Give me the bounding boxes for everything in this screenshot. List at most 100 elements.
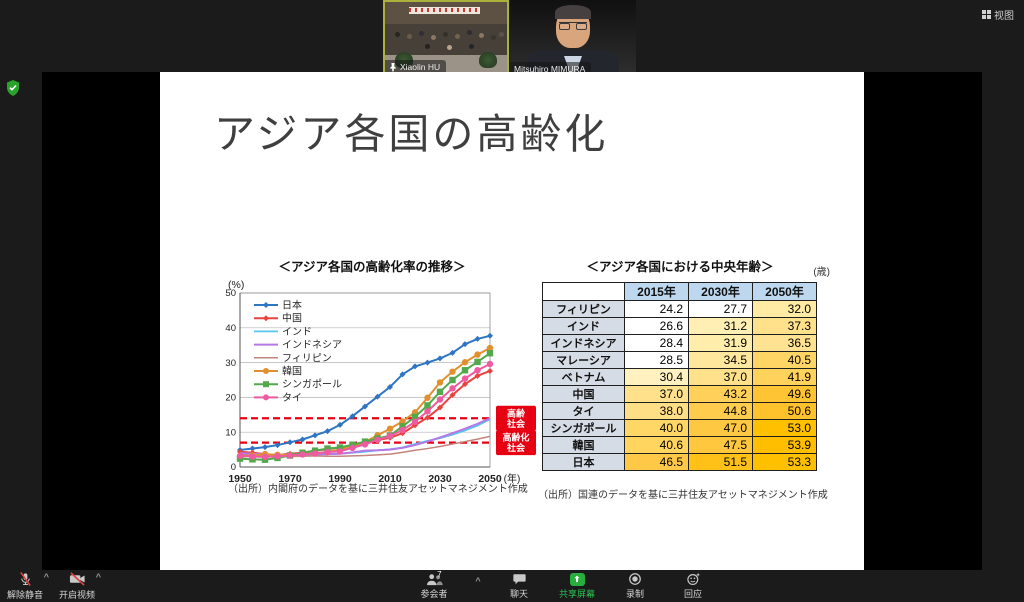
- table-row-header: 韓国: [542, 436, 625, 454]
- record-label: 录制: [625, 589, 644, 599]
- table-row: ベトナム 30.4 37.0 41.9: [542, 368, 817, 386]
- table-row: 中国 37.0 43.2 49.6: [542, 385, 817, 403]
- table-value-cell: 51.5: [688, 453, 753, 471]
- chat-button[interactable]: 聊天: [496, 570, 542, 602]
- table-value-cell: 32.0: [752, 300, 817, 318]
- table-value-cell: 41.9: [752, 368, 817, 386]
- svg-text:社会: 社会: [506, 418, 526, 429]
- view-button[interactable]: 视图: [978, 5, 1018, 24]
- table-value-cell: 50.6: [752, 402, 817, 420]
- svg-text:高齢: 高齢: [507, 407, 526, 418]
- chat-label: 聊天: [509, 589, 528, 599]
- svg-text:1990: 1990: [328, 473, 352, 485]
- share-screen-label: 共享屏幕: [558, 588, 595, 599]
- video-strip: Xiaolin HU Mitsuhiro MIMURA: [383, 0, 636, 76]
- table-value-cell: 31.2: [688, 317, 753, 335]
- table-row-header: インド: [542, 317, 625, 335]
- svg-text:(%): (%): [228, 279, 244, 291]
- table-value-cell: 53.0: [752, 419, 817, 437]
- microphone-muted-icon: [19, 571, 31, 587]
- unmute-button[interactable]: 解除静音 ^: [2, 570, 49, 602]
- reactions-button[interactable]: 回应: [670, 570, 716, 602]
- table-value-cell: 53.9: [752, 436, 817, 454]
- table-value-cell: 26.6: [624, 317, 689, 335]
- table-row-header: インドネシア: [542, 334, 625, 352]
- svg-text:タイ: タイ: [282, 392, 302, 404]
- table-value-cell: 27.7: [688, 300, 753, 318]
- table-value-cell: 53.3: [752, 453, 817, 471]
- grid-view-icon: [982, 10, 991, 19]
- table-row: タイ 38.0 44.8 50.6: [542, 402, 817, 420]
- table-corner-cell: [542, 282, 625, 301]
- svg-text:20: 20: [225, 393, 236, 404]
- table-row-header: 日本: [542, 453, 625, 471]
- camera-off-icon: [69, 572, 85, 586]
- start-video-button[interactable]: 开启视频 ^: [54, 570, 101, 602]
- table-value-cell: 47.5: [688, 436, 753, 454]
- svg-text:高齢化: 高齢化: [502, 432, 529, 443]
- table-row: インド 26.6 31.2 37.3: [542, 317, 817, 335]
- meeting-toolbar: 解除静音 ^ 开启视频 ^ 7: [0, 570, 1024, 602]
- svg-text:1970: 1970: [278, 473, 302, 485]
- median-age-table-block: ＜アジア各国における中央年齢＞ (歳) 2015年 2030年 2050年 フィリピン…: [542, 256, 830, 471]
- table-value-cell: 40.5: [752, 351, 817, 369]
- participants-button[interactable]: 7 参会者: [408, 570, 460, 602]
- table-value-cell: 40.0: [624, 419, 689, 437]
- table-row-header: マレーシア: [542, 351, 625, 369]
- participants-label: 参会者: [420, 588, 448, 599]
- table-value-cell: 37.3: [752, 317, 817, 335]
- participants-chevron[interactable]: ^ .: [475, 575, 481, 586]
- share-screen-button[interactable]: 共享屏幕: [554, 570, 600, 602]
- table-row-header: ベトナム: [542, 368, 625, 386]
- svg-text:2030: 2030: [428, 473, 452, 485]
- video-options-chevron[interactable]: ^: [95, 572, 101, 582]
- table-value-cell: 37.0: [688, 368, 753, 386]
- participant-name: Xiaolin HU: [400, 62, 441, 72]
- svg-text:40: 40: [225, 323, 236, 334]
- table-row: マレーシア 28.5 34.5 40.5: [542, 351, 817, 369]
- svg-text:(年): (年): [504, 472, 521, 485]
- table-row-header: シンガポール: [542, 419, 625, 437]
- record-button[interactable]: 录制: [612, 570, 658, 602]
- chart-title: ＜アジア各国の高齢化率の推移＞: [278, 260, 466, 274]
- table-column-header: 2050年: [752, 282, 817, 301]
- participants-icon: [426, 573, 443, 585]
- meeting-security-icon[interactable]: [6, 80, 20, 96]
- room-audience-dots: [395, 32, 400, 38]
- svg-text:シンガポール: シンガポール: [282, 379, 342, 391]
- glasses-icon: [559, 22, 587, 31]
- video-tile-room[interactable]: Xiaolin HU: [383, 0, 509, 76]
- table-unit: (歳): [813, 267, 830, 278]
- start-video-label: 开启视频: [58, 590, 95, 600]
- unmute-label: 解除静音: [6, 590, 43, 600]
- table-value-cell: 36.5: [752, 334, 817, 352]
- svg-text:30: 30: [225, 358, 236, 369]
- svg-text:中国: 中国: [282, 312, 302, 325]
- table-column-header: 2015年: [624, 282, 689, 301]
- speaker-hair: [555, 5, 591, 20]
- table-value-cell: 30.4: [624, 368, 689, 386]
- table-column-header: 2030年: [688, 282, 753, 301]
- table-row-header: タイ: [542, 402, 625, 420]
- svg-text:2050: 2050: [478, 473, 502, 485]
- table-row-header: 中国: [542, 385, 625, 403]
- share-screen-icon: [569, 572, 585, 586]
- table-value-cell: 43.2: [688, 385, 753, 403]
- svg-text:社会: 社会: [506, 442, 526, 453]
- chart-source: （出所）内閣府のデータを基に三井住友アセットマネジメント作成: [228, 484, 528, 495]
- svg-text:0: 0: [231, 462, 236, 473]
- table-value-cell: 49.6: [752, 385, 817, 403]
- mic-options-chevron[interactable]: ^: [43, 572, 49, 582]
- table-value-cell: 34.5: [688, 351, 753, 369]
- svg-text:2010: 2010: [378, 473, 402, 485]
- table-value-cell: 28.5: [624, 351, 689, 369]
- record-icon: [629, 573, 641, 585]
- table-value-cell: 44.8: [688, 402, 753, 420]
- svg-text:インド: インド: [282, 327, 312, 338]
- table-value-cell: 46.5: [624, 453, 689, 471]
- participants-count-badge: 7: [437, 570, 442, 579]
- table-value-cell: 40.6: [624, 436, 689, 454]
- video-tile-speaker[interactable]: Mitsuhiro MIMURA: [510, 0, 636, 76]
